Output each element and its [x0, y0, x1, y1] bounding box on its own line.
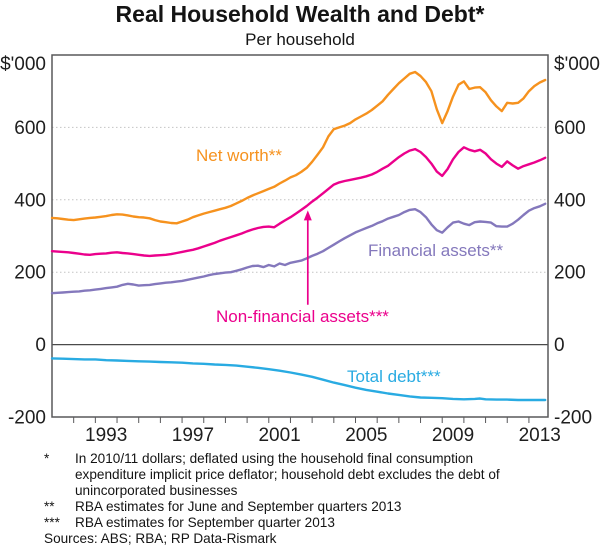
y-axis-label-left: 0	[35, 335, 46, 356]
series-label-total-debt: Total debt***	[347, 367, 441, 386]
y-axis-label-right: 200	[554, 263, 586, 284]
series-line-total-debt	[50, 357, 547, 402]
x-axis-label: 2013	[519, 425, 561, 446]
series-line-financial-assets	[50, 202, 547, 295]
footnote-text: RBA estimates for September quarter 2013	[75, 515, 335, 530]
footnote: *** RBA estimates for September quarter 2…	[44, 515, 564, 531]
footnote-rows: * In 2010/11 dollars; deflated using the …	[44, 451, 564, 531]
chart-subtitle: Per household	[245, 30, 355, 49]
y-axis-label-left: -200	[8, 408, 46, 429]
x-axis-label: 2001	[258, 425, 300, 446]
y-axis-label-left: 600	[14, 118, 46, 139]
y-axis-unit-right: $'000	[554, 54, 600, 75]
footnote-marker: **	[44, 499, 55, 514]
x-axis-label: 2009	[432, 425, 474, 446]
footnote: * In 2010/11 dollars; deflated using the …	[44, 451, 564, 499]
series-label-net-worth: Net worth**	[196, 146, 282, 165]
y-axis-label-right: 600	[554, 118, 586, 139]
footnote-marker: *	[44, 451, 50, 466]
footnote-marker: ***	[44, 515, 60, 530]
footnote: ** RBA estimates for June and September q…	[44, 499, 564, 515]
series-label-non-financial-assets: Non-financial assets***	[216, 307, 389, 326]
footnote-text: RBA estimates for June and September qua…	[75, 499, 402, 514]
y-axis-label-left: 200	[14, 263, 46, 284]
series-label-financial-assets: Financial assets**	[368, 241, 504, 260]
footnote-text: In 2010/11 dollars; deflated using the h…	[75, 451, 500, 498]
y-axis-unit-left: $'000	[0, 54, 46, 75]
series-line-non-financial-assets	[50, 146, 547, 258]
annotation-arrow-head	[303, 210, 312, 221]
footnotes: * In 2010/11 dollars; deflated using the …	[44, 451, 564, 547]
y-axis-label-right: 400	[554, 190, 586, 211]
x-axis-label: 1997	[172, 425, 214, 446]
y-axis-label-right: 0	[554, 335, 565, 356]
x-axis-label: 2005	[345, 425, 387, 446]
plot-frame	[51, 54, 549, 418]
y-axis-label-left: 400	[14, 190, 46, 211]
y-axis-label-right: -200	[554, 408, 592, 429]
chart-title: Real Household Wealth and Debt*	[115, 1, 485, 27]
x-axis-label: 1993	[85, 425, 127, 446]
series-line-net-worth	[50, 70, 547, 225]
sources-line: Sources: ABS; RBA; RP Data-Rismark	[44, 531, 277, 546]
